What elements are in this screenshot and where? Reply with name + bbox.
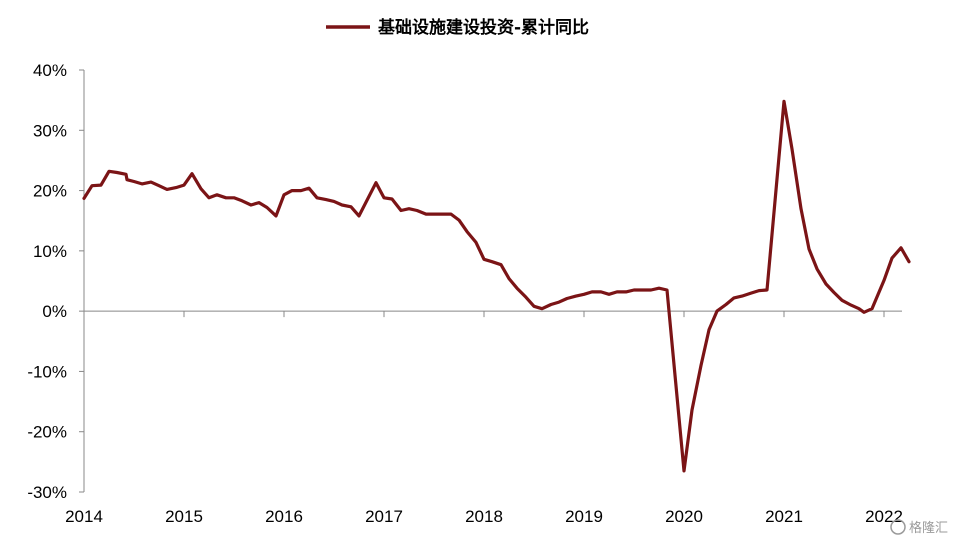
x-tick-label: 2015 bbox=[165, 507, 203, 526]
y-tick-label: 40% bbox=[33, 61, 67, 80]
y-tick-label: 30% bbox=[33, 121, 67, 140]
series-line bbox=[82, 99, 911, 473]
y-tick-label: 20% bbox=[33, 182, 67, 201]
legend-label: 基础设施建设投资-累计同比 bbox=[377, 17, 589, 38]
x-axis-tick-labels: 2014 2015 2016 2017 2018 2019 2020 2021 2022 bbox=[65, 507, 903, 526]
legend: 基础设施建设投资-累计同比 bbox=[326, 17, 589, 38]
y-tick-label: -10% bbox=[27, 362, 67, 381]
x-tick-label: 2022 bbox=[865, 507, 903, 526]
x-tick-label: 2017 bbox=[365, 507, 403, 526]
watermark-logo-icon bbox=[890, 519, 906, 535]
x-tick-label: 2019 bbox=[565, 507, 603, 526]
series-group bbox=[82, 99, 911, 473]
y-tick-label: -20% bbox=[27, 423, 67, 442]
y-tick-label: -30% bbox=[27, 483, 67, 502]
y-tick-label: 0% bbox=[42, 302, 67, 321]
x-tick-label: 2021 bbox=[765, 507, 803, 526]
y-axis-tick-labels: -30% -20% -10% 0% 10% 20% 30% 40% bbox=[27, 61, 67, 502]
axes bbox=[79, 69, 902, 493]
watermark-text: 格隆汇 bbox=[909, 520, 948, 536]
x-tick-label: 2016 bbox=[265, 507, 303, 526]
watermark: 格隆汇 bbox=[890, 519, 948, 536]
x-tick-label: 2018 bbox=[465, 507, 503, 526]
y-tick-label: 10% bbox=[33, 242, 67, 261]
x-tick-label: 2020 bbox=[665, 507, 703, 526]
x-tick-label: 2014 bbox=[65, 507, 103, 526]
